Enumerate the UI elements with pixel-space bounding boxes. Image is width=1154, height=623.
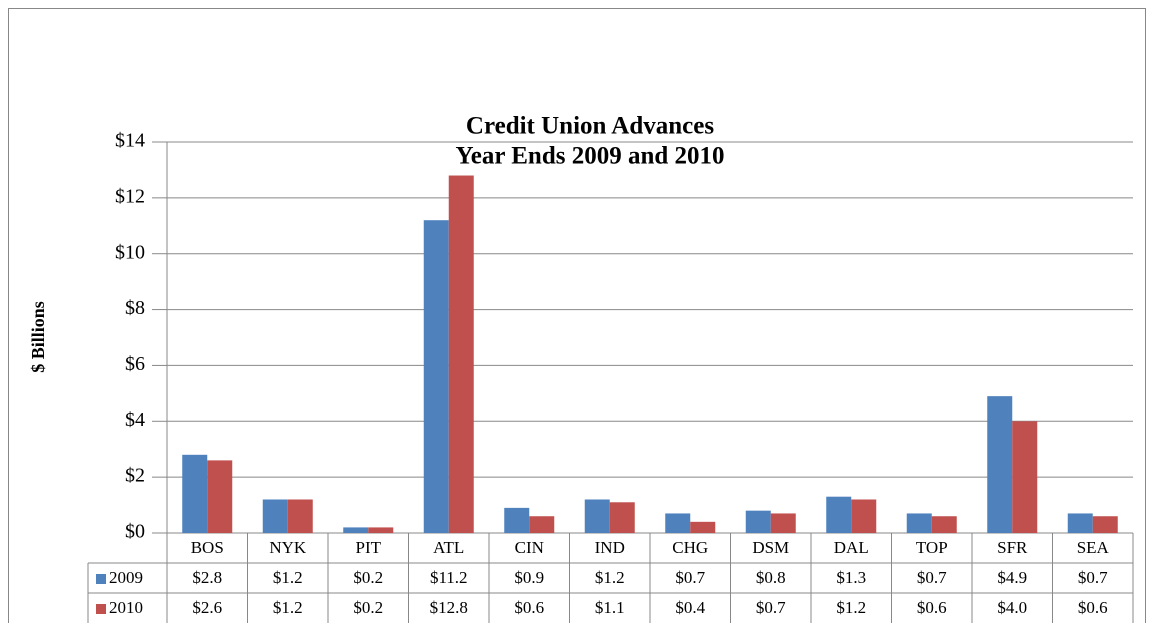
bar	[287, 499, 313, 533]
bar	[690, 521, 716, 533]
bar	[504, 507, 530, 533]
bar	[423, 220, 449, 533]
legend-label: 2010	[109, 598, 143, 617]
data-label: $0.2	[353, 568, 383, 587]
bar	[584, 499, 610, 533]
data-label: $0.8	[756, 568, 786, 587]
data-label: $1.2	[273, 568, 303, 587]
y-axis-label: $ Billions	[28, 301, 48, 373]
x-tick-label: TOP	[916, 538, 948, 557]
x-tick-label: SFR	[997, 538, 1028, 557]
bar	[1092, 516, 1118, 533]
x-tick-label: BOS	[191, 538, 224, 557]
bar	[665, 513, 691, 533]
data-label: $4.0	[997, 598, 1027, 617]
bar	[826, 496, 852, 533]
data-label: $11.2	[430, 568, 468, 587]
data-label: $0.7	[917, 568, 947, 587]
y-tick-label: $0	[125, 521, 145, 543]
chart-title: Credit Union Advances	[466, 113, 714, 140]
data-label: $1.2	[595, 568, 625, 587]
bar	[343, 527, 369, 533]
x-tick-label: SEA	[1077, 538, 1110, 557]
chart-border	[8, 8, 1146, 623]
bar	[262, 499, 288, 533]
data-label: $12.8	[430, 598, 468, 617]
y-tick-label: $12	[115, 185, 145, 207]
data-label: $0.9	[514, 568, 544, 587]
y-tick-label: $10	[115, 241, 145, 263]
data-label: $2.8	[192, 568, 222, 587]
x-tick-label: CIN	[515, 538, 544, 557]
x-tick-label: CHG	[672, 538, 708, 557]
x-tick-label: DSM	[752, 538, 789, 557]
y-tick-label: $14	[115, 130, 145, 152]
bar	[207, 460, 233, 533]
data-label: $0.7	[756, 598, 786, 617]
bar	[931, 516, 957, 533]
bar	[529, 516, 555, 533]
legend-swatch	[96, 604, 106, 614]
data-label: $4.9	[997, 568, 1027, 587]
data-label: $1.2	[836, 598, 866, 617]
bar	[368, 527, 394, 533]
bar	[1067, 513, 1093, 533]
bar	[609, 502, 635, 533]
data-label: $1.1	[595, 598, 625, 617]
y-tick-label: $4	[125, 409, 145, 431]
legend-swatch	[96, 574, 106, 584]
bar	[770, 513, 796, 533]
data-label: $0.6	[1078, 598, 1108, 617]
legend-label: 2009	[109, 568, 143, 587]
y-tick-label: $2	[125, 465, 145, 487]
data-label: $0.2	[353, 598, 383, 617]
bar	[851, 499, 877, 533]
x-tick-label: ATL	[433, 538, 464, 557]
y-tick-label: $8	[125, 297, 145, 319]
bar	[906, 513, 932, 533]
x-tick-label: NYK	[269, 538, 307, 557]
bar	[987, 396, 1013, 533]
data-label: $0.6	[917, 598, 947, 617]
bar	[448, 175, 474, 533]
chart-subtitle: Year Ends 2009 and 2010	[455, 143, 724, 170]
bar	[1012, 421, 1038, 533]
x-tick-label: DAL	[834, 538, 869, 557]
bar	[182, 454, 208, 533]
data-label: $0.7	[675, 568, 705, 587]
x-tick-label: PIT	[356, 538, 382, 557]
data-label: $0.7	[1078, 568, 1108, 587]
x-tick-label: IND	[595, 538, 625, 557]
data-label: $0.4	[675, 598, 705, 617]
data-label: $2.6	[192, 598, 222, 617]
data-label: $1.3	[836, 568, 866, 587]
data-label: $1.2	[273, 598, 303, 617]
bar	[745, 510, 771, 533]
data-label: $0.6	[514, 598, 544, 617]
y-tick-label: $6	[125, 353, 145, 375]
